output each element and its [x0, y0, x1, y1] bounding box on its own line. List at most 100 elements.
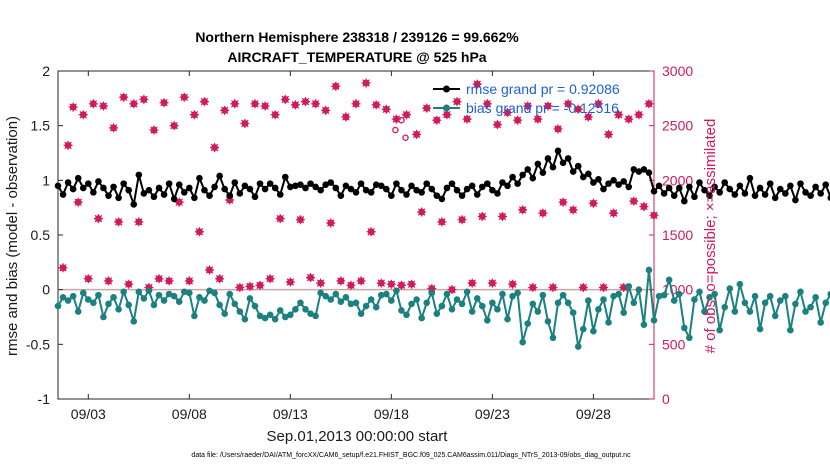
rmse-point: [514, 180, 521, 187]
bias-point: [453, 296, 461, 303]
y-left-tick-label: -1: [38, 391, 51, 407]
rmse-point: [438, 195, 446, 203]
rmse-point: [206, 192, 213, 199]
obs-assimilated-point: [199, 97, 209, 107]
rmse-point: [519, 171, 526, 179]
rmse-point: [797, 180, 804, 187]
obs-assimilated-point: [270, 110, 280, 120]
legend-rmse-marker: [443, 85, 450, 93]
obs-assimilated-point: [134, 217, 144, 227]
bias-point: [115, 306, 122, 313]
y-left-tick-label: 0.5: [31, 227, 51, 243]
rmse-point: [281, 173, 289, 181]
rmse-point: [120, 180, 127, 187]
bias-point: [776, 297, 784, 304]
obs-assimilated-point: [295, 215, 305, 225]
rmse-point: [686, 183, 693, 191]
bias-point: [494, 306, 501, 313]
bias-point: [721, 303, 729, 311]
chart-subtitle: AIRCRAFT_TEMPERATURE @ 525 hPa: [227, 49, 486, 65]
bias-point: [201, 297, 208, 304]
bias-point: [342, 294, 350, 301]
bias-point: [716, 326, 723, 334]
bias-point: [428, 289, 436, 297]
obs-assimilated-point: [88, 99, 98, 109]
obs-assimilated-point: [93, 214, 103, 224]
bias-point: [54, 302, 62, 310]
obs-assimilated-point: [467, 278, 477, 288]
bias-point: [807, 303, 814, 311]
rmse-point: [236, 190, 244, 197]
bias-point: [802, 308, 809, 315]
rmse-point: [145, 186, 153, 194]
rmse-point: [327, 179, 335, 186]
obs-assimilated-point: [639, 202, 649, 212]
bias-point: [307, 310, 314, 318]
bias-point: [271, 315, 279, 323]
rmse-point: [524, 166, 532, 173]
rmse-point: [175, 181, 183, 189]
obs-assimilated-point: [396, 280, 406, 290]
obs-assimilated-point: [174, 197, 184, 207]
rmse-point: [822, 181, 830, 189]
bias-point: [276, 307, 284, 314]
rmse-point: [782, 190, 789, 197]
rmse-point: [585, 170, 592, 178]
rmse-point: [216, 172, 223, 180]
rmse-point: [135, 171, 143, 179]
bias-point: [534, 308, 542, 315]
obs-assimilated-point: [492, 120, 502, 130]
obs-assimilated-point: [280, 94, 290, 104]
y-right-tick-label: 1500: [662, 227, 693, 243]
rmse-point: [645, 169, 653, 176]
rmse-point: [170, 195, 178, 203]
obs-assimilated-point: [644, 99, 654, 109]
rmse-point: [69, 185, 77, 193]
obs-assimilated-point: [538, 208, 548, 218]
rmse-point: [246, 185, 254, 193]
rmse-point: [377, 182, 385, 190]
bias-point: [327, 296, 335, 303]
obs-assimilated-point: [220, 105, 230, 115]
obs-assimilated-point: [472, 79, 482, 89]
bias-point: [180, 288, 188, 296]
rmse-point: [307, 180, 314, 187]
obs-assimilated-point: [523, 101, 533, 111]
bias-point: [675, 290, 683, 298]
bias-point: [155, 291, 163, 299]
rmse-point: [484, 180, 491, 187]
obs-assimilated-point: [316, 278, 326, 288]
y-right-tick-label: 3000: [662, 63, 693, 79]
bias-point: [736, 280, 744, 288]
rmse-point: [766, 180, 774, 187]
bias-point: [610, 292, 617, 300]
rmse-point: [393, 180, 400, 187]
bias-point: [761, 299, 769, 307]
rmse-point: [423, 180, 431, 187]
bias-point: [377, 291, 385, 299]
obs-possible-point: [392, 126, 399, 134]
rmse-point: [266, 180, 274, 187]
y-axis-label-right: # of obs: o=possible; ×=assimilated: [702, 119, 719, 354]
rmse-point: [59, 191, 67, 198]
obs-assimilated-point: [649, 210, 659, 220]
obs-assimilated-point: [402, 110, 412, 120]
bias-point: [79, 289, 87, 297]
rmse-point: [494, 190, 501, 197]
obs-assimilated-point: [311, 99, 321, 109]
bias-point: [650, 316, 658, 324]
rmse-point: [736, 182, 744, 190]
bias-point: [105, 300, 112, 308]
obs-assimilated-point: [341, 112, 351, 122]
bias-point: [196, 294, 203, 301]
legend-bias-label: bias grand pr = -0.12516: [466, 100, 619, 116]
y-right-tick-label: 500: [662, 336, 686, 352]
rmse-point: [478, 183, 486, 191]
bias-point: [297, 299, 304, 307]
rmse-point: [110, 183, 117, 191]
y-right-tick-label: 2500: [662, 118, 693, 134]
rmse-point: [201, 186, 208, 194]
obs-assimilated-point: [255, 280, 265, 290]
y-left-tick-label: 0: [42, 282, 50, 298]
bias-point: [812, 294, 819, 301]
